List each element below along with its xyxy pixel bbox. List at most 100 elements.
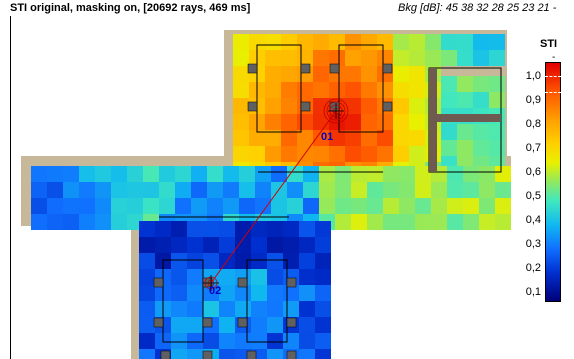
legend-tick: 0,4 (525, 214, 541, 226)
heat-cell (239, 182, 255, 198)
heat-cell (187, 253, 203, 269)
heat-cell (377, 114, 393, 130)
chair (247, 101, 258, 112)
heat-cell (239, 166, 255, 182)
heat-cell (329, 130, 345, 146)
legend-tick: 0,7 (525, 142, 541, 154)
heat-cell (409, 114, 425, 130)
heat-cell (447, 182, 463, 198)
heat-cell (409, 98, 425, 114)
heat-cell (393, 130, 409, 146)
heat-cell (219, 269, 235, 285)
heat-cell (139, 253, 155, 269)
heat-cell (345, 66, 361, 82)
heat-cell (203, 301, 219, 317)
heat-cell (313, 66, 329, 82)
legend-tick: 1,0 (525, 70, 541, 82)
heat-cell (175, 198, 191, 214)
heat-cell (319, 198, 335, 214)
heat-cell (345, 114, 361, 130)
heat-cell (207, 182, 223, 198)
heat-cell (171, 221, 187, 237)
heat-cell (409, 82, 425, 98)
heat-cell (127, 198, 143, 214)
heat-cell (139, 317, 155, 333)
heat-cell (457, 34, 473, 50)
floor-plan[interactable]: 01 02 (10, 16, 511, 359)
heat-cell (235, 349, 251, 359)
partition-horizontal (429, 114, 501, 122)
heat-cell (235, 301, 251, 317)
heat-cell (265, 130, 281, 146)
heat-cell (203, 253, 219, 269)
heat-cell (187, 285, 203, 301)
heat-cell (425, 50, 441, 66)
heat-cell (223, 198, 239, 214)
heat-cell (203, 237, 219, 253)
scale-marker-second (545, 92, 561, 93)
heat-cell (299, 333, 315, 349)
heat-cell (319, 166, 335, 182)
heat-cell (473, 34, 489, 50)
source-label-2: 02 (209, 285, 221, 297)
chair (286, 350, 297, 359)
heat-cell (361, 66, 377, 82)
heat-cell (315, 269, 331, 285)
heat-cell (383, 182, 399, 198)
heat-cell (287, 166, 303, 182)
heat-cell (235, 333, 251, 349)
heat-cell (315, 333, 331, 349)
heat-cell (329, 50, 345, 66)
heat-cell (171, 253, 187, 269)
heat-cell (95, 198, 111, 214)
heat-cell (489, 76, 505, 92)
heat-cell (303, 182, 319, 198)
heat-cell (393, 146, 409, 162)
heat-cell (315, 237, 331, 253)
source-marker-1-ring (323, 98, 349, 124)
heat-cell (399, 198, 415, 214)
heat-cell (457, 140, 473, 156)
heat-cell (361, 146, 377, 162)
heat-cell (313, 130, 329, 146)
heat-cell (281, 146, 297, 162)
heat-cell (235, 285, 251, 301)
heat-cell (95, 166, 111, 182)
heat-cell (377, 34, 393, 50)
heat-cell (265, 146, 281, 162)
heat-cell (329, 114, 345, 130)
heat-cell (79, 166, 95, 182)
chair (237, 317, 248, 328)
heat-cell (171, 333, 187, 349)
heat-cell (441, 34, 457, 50)
heat-cell (139, 269, 155, 285)
heat-cell (463, 214, 479, 230)
heat-cell (143, 198, 159, 214)
heat-cell (415, 182, 431, 198)
heat-cell (409, 146, 425, 162)
heat-cell (441, 92, 457, 108)
heat-cell (265, 34, 281, 50)
heat-cell (171, 301, 187, 317)
heat-cell (143, 166, 159, 182)
heat-cell (267, 253, 283, 269)
floor-plan-canvas[interactable]: 01 02 (11, 16, 511, 359)
heat-cell (233, 50, 249, 66)
heat-cell (367, 214, 383, 230)
chair (300, 101, 311, 112)
heat-cell (159, 166, 175, 182)
heat-cell (383, 198, 399, 214)
heat-cell (203, 221, 219, 237)
heat-cell (171, 237, 187, 253)
heat-cell (251, 349, 267, 359)
heat-cell (281, 130, 297, 146)
legend-tick: 0,6 (525, 166, 541, 178)
heat-cell (457, 92, 473, 108)
heat-cell (297, 114, 313, 130)
heat-cell (111, 182, 127, 198)
heat-cell (47, 214, 63, 230)
heat-cell (207, 166, 223, 182)
heat-cell (297, 82, 313, 98)
heat-cell (489, 50, 505, 66)
chair (286, 277, 297, 288)
